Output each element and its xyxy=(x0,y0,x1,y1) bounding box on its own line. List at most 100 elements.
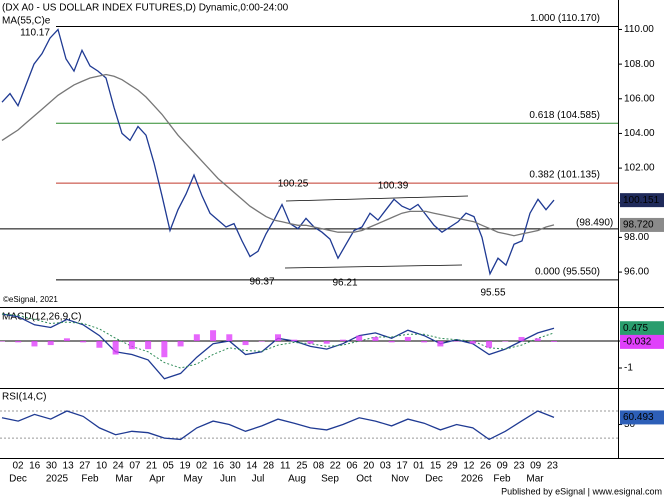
x-tick-label: 09 xyxy=(530,461,542,472)
x-month-label: Mar xyxy=(115,474,133,485)
y-tick-label: 104.00 xyxy=(624,128,655,139)
histogram-bar xyxy=(193,334,200,342)
x-tick-label: 27 xyxy=(79,461,91,472)
y-tick-label: 98.00 xyxy=(624,232,649,243)
x-month-label: Feb xyxy=(493,474,511,485)
y-tick-label: 96.00 xyxy=(624,267,649,278)
x-tick-label: 14 xyxy=(246,461,258,472)
panel-title: RSI(14,C) xyxy=(2,392,46,403)
annotation: 100.25 xyxy=(278,179,309,190)
histogram-bar xyxy=(161,341,168,358)
x-tick-label: 13 xyxy=(63,461,75,472)
histogram-bar xyxy=(469,341,476,344)
x-month-label: Feb xyxy=(81,474,99,485)
x-tick-label: 26 xyxy=(480,461,492,472)
value-box xyxy=(620,193,664,208)
histogram-bar xyxy=(356,335,363,342)
x-month-label: Mar xyxy=(526,474,544,485)
value-box-label: 60.493 xyxy=(623,412,654,423)
x-tick-label: 12 xyxy=(463,461,475,472)
histogram-bar xyxy=(96,341,103,348)
x-tick-label: 02 xyxy=(196,461,208,472)
histogram-bar xyxy=(551,341,557,342)
x-month-label: Dec xyxy=(9,474,27,485)
histogram-bar xyxy=(210,330,217,342)
annotation: 95.55 xyxy=(480,288,505,299)
histogram-bar xyxy=(421,341,428,343)
annotation: 100.39 xyxy=(378,181,409,192)
histogram-bar xyxy=(453,341,460,342)
histogram-bar xyxy=(80,341,87,343)
x-tick-label: 02 xyxy=(12,461,24,472)
x-month-label: Nov xyxy=(391,474,409,485)
y-tick-label: 102.00 xyxy=(624,163,655,174)
histogram-bar xyxy=(258,341,265,342)
y-tick-label: 106.00 xyxy=(624,93,655,104)
x-month-label: May xyxy=(184,474,203,485)
annotation: 110.17 xyxy=(20,28,50,39)
x-tick-label: 16 xyxy=(213,461,225,472)
x-tick-label: 16 xyxy=(29,461,41,472)
fib-label: 0.618 (104.585) xyxy=(529,110,600,121)
x-tick-label: 10 xyxy=(96,461,108,472)
x-tick-label: 22 xyxy=(330,461,342,472)
annotation: 96.21 xyxy=(332,278,357,289)
x-tick-label: 20 xyxy=(363,461,375,472)
histogram-bar xyxy=(388,341,395,343)
x-month-label: Aug xyxy=(288,474,306,485)
histogram-bar xyxy=(31,341,38,347)
footer: Published by eSignal | www.esignal.com xyxy=(501,486,662,496)
x-tick-label: 09 xyxy=(497,461,509,472)
histogram-bar xyxy=(404,336,411,342)
x-tick-label: 29 xyxy=(447,461,459,472)
x-tick-label: 28 xyxy=(263,461,275,472)
x-tick-label: 03 xyxy=(380,461,392,472)
value-box-label: -0.032 xyxy=(623,337,652,348)
x-month-label: 2026 xyxy=(461,474,484,485)
x-tick-label: 23 xyxy=(547,461,559,472)
value-box-label: 98.720 xyxy=(623,220,654,231)
fib-label: 0.382 (101.135) xyxy=(529,170,600,181)
x-month-label: Sep xyxy=(321,474,339,485)
series-line xyxy=(1,73,555,237)
value-box xyxy=(620,334,664,349)
histogram-bar xyxy=(242,341,249,346)
y-tick-label: 50 xyxy=(624,419,636,430)
value-box-label: 100.151 xyxy=(623,195,660,206)
x-month-label: 2025 xyxy=(46,474,69,485)
histogram-bar xyxy=(518,336,525,342)
x-tick-label: 01 xyxy=(413,461,425,472)
indicator-label: MA(55,C)e xyxy=(2,16,51,27)
histogram-bar xyxy=(534,338,541,342)
histogram-bar xyxy=(291,339,298,342)
y-tick-label: 110.00 xyxy=(624,24,654,35)
x-month-label: Dec xyxy=(425,474,443,485)
fib-label: 0.000 (95.550) xyxy=(535,267,600,278)
x-tick-label: 15 xyxy=(430,461,442,472)
x-tick-label: 25 xyxy=(296,461,308,472)
x-tick-label: 23 xyxy=(513,461,525,472)
x-month-label: Oct xyxy=(356,474,372,485)
histogram-bar xyxy=(177,341,184,347)
x-tick-label: 17 xyxy=(397,461,409,472)
histogram-bar xyxy=(47,341,54,346)
histogram-bar xyxy=(307,341,314,344)
histogram-bar xyxy=(437,341,444,347)
histogram-bar xyxy=(112,341,119,355)
x-tick-label: 21 xyxy=(146,461,158,472)
chart-title: (DX A0 - US DOLLAR INDEX FUTURES,D) Dyna… xyxy=(2,3,289,14)
channel-line xyxy=(284,264,463,269)
credit: ©eSignal, 2021 xyxy=(3,295,58,304)
histogram-bar xyxy=(486,341,493,348)
x-month-label: Jun xyxy=(220,474,236,485)
histogram-bar xyxy=(339,339,346,342)
x-tick-label: 06 xyxy=(346,461,358,472)
histogram-bar xyxy=(275,334,281,342)
x-tick-label: 24 xyxy=(113,461,125,472)
support-label: (98.490) xyxy=(576,218,613,229)
y-tick-label: -1 xyxy=(624,363,633,374)
value-box xyxy=(620,321,664,336)
value-box-label: 0.475 xyxy=(623,323,648,334)
panel-title: MACD(12,26,9,C) xyxy=(2,312,81,323)
